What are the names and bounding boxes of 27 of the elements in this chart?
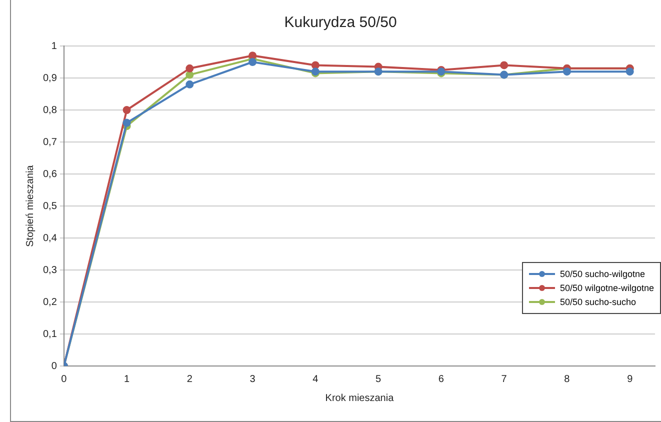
x-tick-label: 2 bbox=[186, 374, 193, 385]
y-tick-label: 0,7 bbox=[42, 136, 58, 148]
x-tick-label: 4 bbox=[312, 374, 319, 385]
x-tick-label: 1 bbox=[124, 374, 130, 385]
y-tick-label: 0,8 bbox=[42, 104, 58, 116]
y-tick-label: 0,4 bbox=[42, 232, 58, 244]
chart-title: Kukurydza 50/50 bbox=[284, 14, 397, 32]
y-tick-label: 0,6 bbox=[42, 168, 58, 180]
y-tick-label: 0,5 bbox=[42, 200, 58, 212]
y-tick-label: 0,2 bbox=[42, 296, 58, 308]
y-tick-label: 0,1 bbox=[42, 328, 58, 340]
legend-label: 50/50 sucho-sucho bbox=[560, 297, 636, 307]
x-tick-label: 5 bbox=[376, 374, 382, 385]
y-tick-label: 0 bbox=[51, 360, 58, 372]
x-axis-title: Krok mieszania bbox=[325, 392, 394, 404]
y-axis-title: Stopień mieszania bbox=[24, 164, 36, 247]
y-tick-label: 1 bbox=[51, 40, 58, 52]
legend-label: 50/50 wilgotne-wilgotne bbox=[560, 283, 654, 293]
x-tick-label: 7 bbox=[501, 374, 508, 385]
x-tick-label: 9 bbox=[627, 374, 634, 385]
y-tick-label: 0,3 bbox=[42, 264, 58, 276]
x-tick-label: 8 bbox=[564, 374, 570, 385]
legend-label: 50/50 sucho-wilgotne bbox=[560, 269, 645, 279]
x-tick-label: 0 bbox=[61, 374, 68, 385]
y-tick-label: 0,9 bbox=[42, 72, 58, 84]
x-tick-label: 3 bbox=[250, 374, 256, 385]
x-tick-label: 6 bbox=[438, 374, 444, 385]
